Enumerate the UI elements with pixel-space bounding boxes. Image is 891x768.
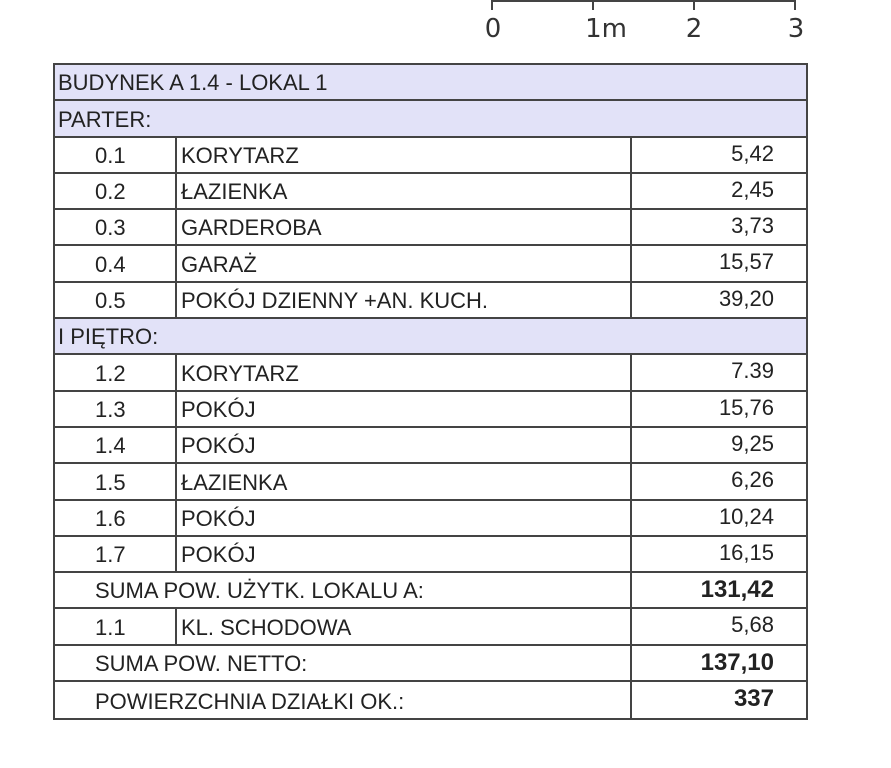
room-area: 7.39: [731, 358, 774, 384]
table-row: 1.7 POKÓJ 16,15: [55, 536, 806, 574]
table-row: 1.2 KORYTARZ 7.39: [55, 355, 806, 392]
room-number: 0.2: [55, 173, 177, 209]
room-name: POKÓJ DZIENNY +AN. KUCH.: [177, 282, 632, 318]
scale-label: 2: [685, 14, 703, 44]
table-row: 1.3 POKÓJ 15,76: [55, 391, 806, 428]
table-row: 1.5 ŁAZIENKA 6,26: [55, 464, 806, 501]
area-table: BUDYNEK A 1.4 - LOKAL 1 PARTER: 0.1 KORYTA…: [53, 63, 808, 721]
room-name: POKÓJ: [177, 427, 632, 463]
plot-area-row-label: POWIERZCHNIA DZIAŁKI OK.:: [55, 682, 632, 719]
table-row: 0.2 ŁAZIENKA 2,45: [55, 173, 806, 211]
table-title-row: BUDYNEK A 1.4 - LOKAL 1: [55, 65, 806, 102]
sum-usable-row-value: 131,42: [700, 576, 774, 604]
room-area: 2,45: [731, 176, 774, 202]
room-number: 1.7: [55, 536, 177, 572]
room-number: 0.4: [55, 246, 177, 281]
scale-label: 1m: [585, 14, 627, 44]
room-area: 6,26: [731, 467, 774, 493]
room-number: 0.1: [55, 137, 177, 172]
plot-area-row: POWIERZCHNIA DZIAŁKI OK.: 337: [55, 682, 806, 719]
table-row: 0.3 GARDEROBA 3,73: [55, 210, 806, 247]
room-area: 10,24: [718, 503, 774, 529]
room-area: 9,25: [731, 430, 774, 456]
room-area: 3,73: [731, 213, 774, 239]
room-number: 1.4: [55, 427, 177, 463]
section-label: PARTER:: [58, 106, 152, 132]
room-name: ŁAZIENKA: [177, 464, 632, 499]
sum-net-row-label: SUMA POW. NETTO:: [55, 645, 632, 681]
room-area: 16,15: [718, 539, 774, 565]
table-row: 1.6 POKÓJ 10,24: [55, 500, 806, 537]
room-name: KORYTARZ: [177, 137, 632, 172]
scale-tick: [491, 0, 493, 10]
room-number: 1.5: [55, 464, 177, 499]
section-header-row: I PIĘTRO:: [55, 319, 806, 356]
room-name: GARAŻ: [177, 246, 632, 281]
room-area: 39,20: [718, 285, 774, 311]
room-area: 15,76: [718, 394, 774, 420]
room-name: KORYTARZ: [177, 355, 632, 390]
table-row: 1.4 POKÓJ 9,25: [55, 427, 806, 465]
room-name: POKÓJ: [177, 536, 632, 572]
room-name: GARDEROBA: [177, 210, 632, 245]
table-row: 0.5 POKÓJ DZIENNY +AN. KUCH. 39,20: [55, 282, 806, 320]
room-area: 5,42: [731, 140, 774, 166]
sum-net-row-value: 137,10: [700, 648, 774, 676]
room-number: 1.2: [55, 355, 177, 390]
room-number: 1.3: [55, 391, 177, 426]
room-number: 1.1: [55, 609, 177, 644]
sum-usable-row: SUMA POW. UŻYTK. LOKALU A: 131,42: [55, 573, 806, 610]
section-header-row: PARTER:: [55, 101, 806, 138]
table-row: 1.1 KL. SCHODOWA 5,68: [55, 609, 806, 646]
scale-line: [492, 0, 796, 2]
scale-tick: [592, 0, 594, 10]
table-row: 0.4 GARAŻ 15,57: [55, 246, 806, 283]
scale-tick: [794, 0, 796, 10]
room-name: POKÓJ: [177, 500, 632, 535]
scale-bar: 0 1m 2 3: [0, 0, 891, 50]
room-area: 15,57: [718, 249, 774, 275]
room-area: 5,68: [731, 612, 774, 638]
scale-label: 3: [787, 14, 805, 44]
scale-label: 0: [484, 14, 502, 44]
table-title: BUDYNEK A 1.4 - LOKAL 1: [58, 70, 328, 96]
plot-area-row-value: 337: [733, 685, 774, 713]
room-number: 0.5: [55, 282, 177, 318]
room-number: 0.3: [55, 210, 177, 245]
sum-usable-row-label: SUMA POW. UŻYTK. LOKALU A:: [55, 573, 632, 608]
scale-tick: [693, 0, 695, 10]
room-number: 1.6: [55, 500, 177, 535]
room-name: KL. SCHODOWA: [177, 609, 632, 644]
sum-net-row: SUMA POW. NETTO: 137,10: [55, 645, 806, 683]
section-label: I PIĘTRO:: [58, 324, 159, 350]
room-name: ŁAZIENKA: [177, 173, 632, 209]
table-row: 0.1 KORYTARZ 5,42: [55, 137, 806, 174]
room-name: POKÓJ: [177, 391, 632, 426]
